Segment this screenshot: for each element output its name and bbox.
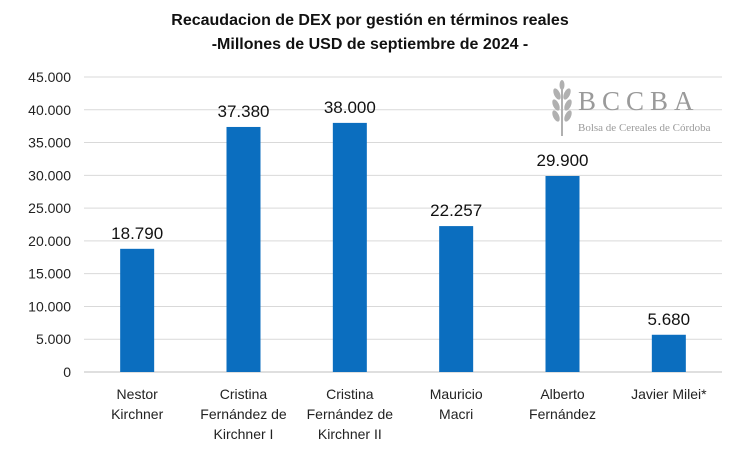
- y-tick-label: 40.000: [28, 102, 71, 118]
- x-tick-label: Fernández de: [307, 406, 394, 422]
- bar: [226, 126, 261, 372]
- data-label: 22.257: [430, 201, 482, 220]
- x-tick-label: Fernández: [529, 406, 596, 422]
- x-tick-label: Kirchner: [111, 406, 163, 422]
- y-tick-label: 0: [63, 364, 71, 380]
- y-tick-label: 25.000: [28, 200, 71, 216]
- chart-title: Recaudacion de DEX por gestión en términ…: [171, 12, 569, 29]
- y-tick-label: 35.000: [28, 135, 71, 151]
- data-label: 37.380: [218, 102, 270, 121]
- data-label: 18.790: [111, 224, 163, 243]
- bar: [439, 226, 474, 372]
- x-tick-label: Cristina: [220, 386, 268, 402]
- x-tick-label: Mauricio: [430, 386, 483, 402]
- x-tick-label: Nestor: [117, 386, 159, 402]
- y-tick-label: 45.000: [28, 69, 71, 85]
- x-tick-label: Javier Milei*: [631, 386, 707, 402]
- x-tick-label: Kirchner I: [214, 426, 274, 442]
- y-tick-label: 30.000: [28, 167, 71, 183]
- y-tick-label: 20.000: [28, 233, 71, 249]
- bccba-logo: BCCBA Bolsa de Cereales de Córdoba: [548, 80, 711, 140]
- data-label: 5.680: [648, 310, 691, 329]
- x-tick-label: Kirchner II: [318, 426, 382, 442]
- y-tick-label: 5.000: [36, 331, 71, 347]
- bar: [545, 175, 580, 372]
- x-tick-label: Fernández de: [200, 406, 287, 422]
- x-tick-label: Alberto: [540, 386, 585, 402]
- data-label: 38.000: [324, 98, 376, 117]
- y-tick-label: 15.000: [28, 266, 71, 282]
- bar: [651, 334, 686, 372]
- data-label: 29.900: [537, 151, 589, 170]
- chart-subtitle: -Millones de USD de septiembre de 2024 -: [211, 36, 529, 53]
- bar: [120, 248, 155, 372]
- x-tick-label: Macri: [439, 406, 473, 422]
- logo-wordmark: BCCBA: [578, 86, 700, 116]
- y-tick-label: 10.000: [28, 298, 71, 314]
- bar: [332, 122, 367, 372]
- x-tick-label: Cristina: [326, 386, 374, 402]
- logo-subtitle: Bolsa de Cereales de Córdoba: [578, 122, 711, 134]
- wheat-icon: [552, 80, 572, 136]
